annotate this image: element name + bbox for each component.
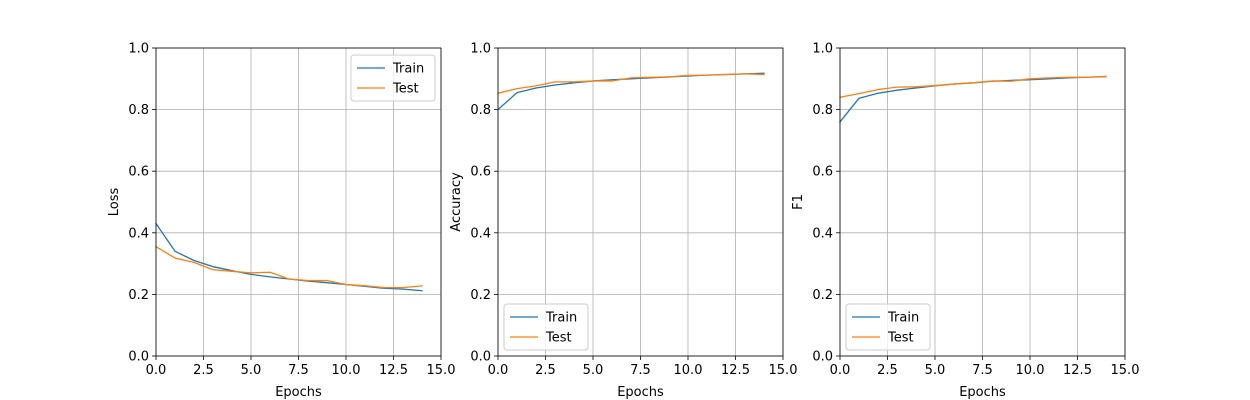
x-tick-label: 12.5: [1063, 363, 1092, 378]
x-tick-label: 15.0: [427, 363, 456, 378]
y-tick-label: 0.4: [470, 226, 491, 241]
legend-box: [845, 303, 931, 351]
x-tick-label: 5.0: [925, 363, 946, 378]
x-tick-label: 7.5: [972, 363, 993, 378]
legend-label-test: Test: [887, 331, 914, 346]
y-tick-label: 0.2: [470, 288, 491, 303]
legend-label-test: Test: [545, 331, 572, 346]
legend-box: [350, 54, 436, 102]
x-tick-label: 7.5: [630, 363, 651, 378]
x-tick-label: 12.5: [721, 363, 750, 378]
legend: Train Test: [845, 303, 931, 351]
x-axis-label: Epochs: [275, 385, 322, 400]
legend-label-train: Train: [887, 311, 919, 326]
y-tick-label: 0.0: [128, 350, 149, 365]
y-axis-label: F1: [791, 194, 806, 210]
legend-label-train: Train: [392, 62, 424, 77]
y-tick-label: 1.0: [128, 42, 149, 57]
x-tick-label: 12.5: [379, 363, 408, 378]
series-line-test: [497, 73, 765, 95]
x-tick-label: 5.0: [241, 363, 262, 378]
y-tick-label: 0.0: [812, 350, 833, 365]
y-tick-label: 1.0: [812, 42, 833, 57]
y-tick-label: 0.8: [812, 103, 833, 118]
x-tick-label: 2.5: [193, 363, 214, 378]
y-tick-label: 0.6: [128, 165, 149, 180]
axes-frame: [155, 47, 442, 357]
y-axis-label: Accuracy: [449, 172, 464, 232]
x-tick-label: 7.5: [288, 363, 309, 378]
series-line-test: [155, 245, 423, 289]
legend-label-test: Test: [392, 82, 419, 97]
y-tick-label: 0.6: [470, 165, 491, 180]
y-tick-label: 1.0: [470, 42, 491, 57]
x-axis-label: Epochs: [959, 385, 1006, 400]
y-tick-label: 0.4: [812, 226, 833, 241]
y-tick-label: 0.8: [470, 103, 491, 118]
x-tick-label: 2.5: [535, 363, 556, 378]
series-line-test: [839, 75, 1107, 99]
x-tick-label: 10.0: [1016, 363, 1045, 378]
x-tick-label: 2.5: [877, 363, 898, 378]
x-tick-label: 0.0: [830, 363, 851, 378]
x-tick-label: 0.0: [146, 363, 167, 378]
x-tick-label: 10.0: [332, 363, 361, 378]
legend-label-train: Train: [545, 311, 577, 326]
x-tick-label: 5.0: [583, 363, 604, 378]
y-tick-label: 0.4: [128, 226, 149, 241]
chart-1: 0.0 2.5 5.0 7.5 10.0 12.5 15.0 0.0 0.2 0.4 0.6 0.8 1…: [107, 42, 455, 400]
y-tick-label: 0.2: [128, 288, 149, 303]
axes-frame: [497, 47, 784, 357]
chart-2: 0.0 2.5 5.0 7.5 10.0 12.5 15.0 0.0 0.2 0.4 0.6 0.8 1…: [449, 42, 797, 400]
x-axis-label: Epochs: [617, 385, 664, 400]
y-axis-label: Loss: [107, 188, 122, 217]
legend-box: [503, 303, 589, 351]
x-tick-label: 0.0: [488, 363, 509, 378]
x-tick-label: 15.0: [1111, 363, 1140, 378]
chart-3: 0.0 2.5 5.0 7.5 10.0 12.5 15.0 0.0 0.2 0.4 0.6 0.8 1…: [791, 42, 1139, 400]
legend: Train Test: [350, 54, 436, 102]
legend: Train Test: [503, 303, 589, 351]
y-tick-label: 0.2: [812, 288, 833, 303]
y-tick-label: 0.0: [470, 350, 491, 365]
x-tick-label: 15.0: [769, 363, 798, 378]
y-tick-label: 0.8: [128, 103, 149, 118]
axes-frame: [839, 47, 1126, 357]
x-tick-label: 10.0: [674, 363, 703, 378]
y-tick-label: 0.6: [812, 165, 833, 180]
